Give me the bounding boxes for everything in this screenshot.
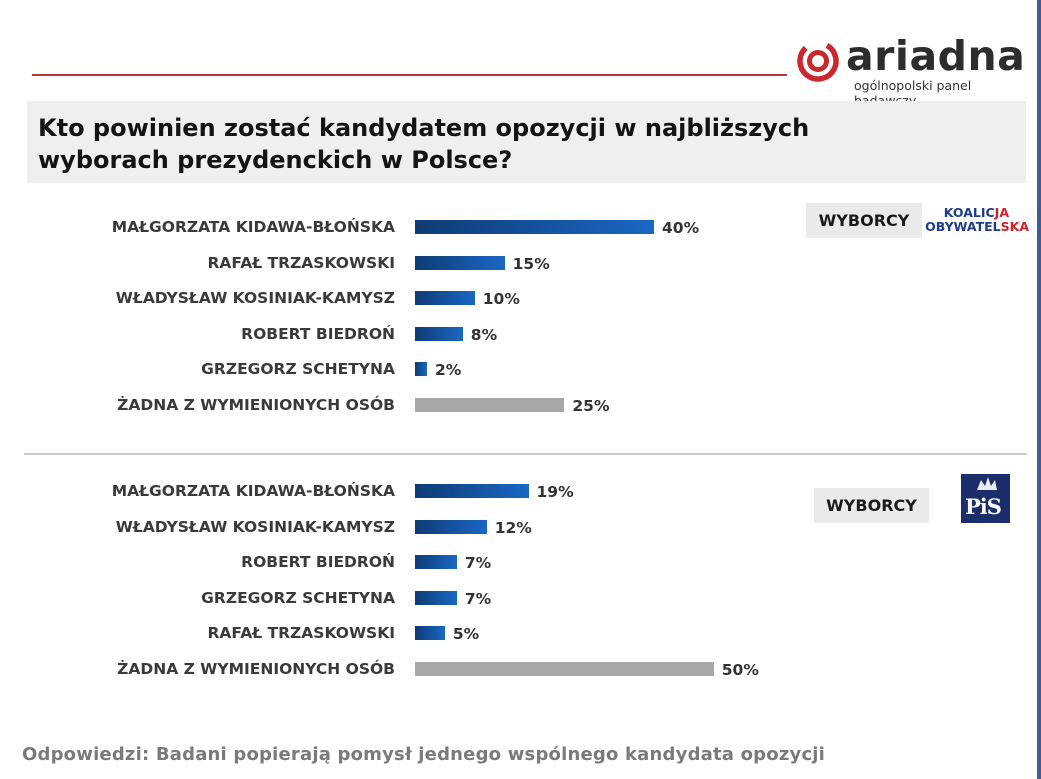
value-label: 12% bbox=[494, 519, 532, 537]
bar-none bbox=[415, 662, 714, 676]
category-label: WŁADYSŁAW KOSINIAK-KAMYSZ bbox=[115, 289, 395, 307]
voters-label-ko: WYBORCY bbox=[806, 203, 922, 238]
ko-logo-line1: KOALICJA bbox=[943, 205, 1009, 220]
question-box: Kto powinien zostać kandydatem opozycji … bbox=[27, 101, 1026, 183]
bar bbox=[415, 626, 445, 640]
category-label: ROBERT BIEDROŃ bbox=[241, 553, 395, 571]
category-label: ŻADNA Z WYMIENIONYCH OSÓB bbox=[117, 660, 395, 678]
question-title: Kto powinien zostać kandydatem opozycji … bbox=[38, 114, 810, 174]
category-label: MAŁGORZATA KIDAWA-BŁOŃSKA bbox=[111, 218, 395, 236]
eagle-icon bbox=[977, 477, 997, 490]
value-label: 15% bbox=[512, 255, 550, 273]
category-label: ŻADNA Z WYMIENIONYCH OSÓB bbox=[117, 396, 395, 414]
bar bbox=[415, 555, 457, 569]
ariadna-logo: ariadna ogólnopolski panel badawczy bbox=[796, 32, 1028, 108]
bar bbox=[415, 291, 475, 305]
category-label: GRZEGORZ SCHETYNA bbox=[201, 589, 395, 607]
value-label: 10% bbox=[482, 290, 520, 308]
category-label: RAFAŁ TRZASKOWSKI bbox=[207, 254, 395, 272]
value-label: 19% bbox=[536, 483, 574, 501]
pis-logo: PiS bbox=[961, 474, 1010, 523]
logo-wordmark: ariadna bbox=[846, 32, 1026, 80]
value-label: 8% bbox=[470, 326, 498, 344]
category-label: ROBERT BIEDROŃ bbox=[241, 325, 395, 343]
bar bbox=[415, 362, 427, 376]
bar bbox=[415, 484, 529, 498]
koalicja-obywatelska-logo: KOALICJA OBYWATELSKA bbox=[925, 206, 1029, 236]
value-label: 2% bbox=[434, 361, 462, 379]
bar-none bbox=[415, 398, 565, 412]
right-edge-band bbox=[1037, 0, 1041, 779]
category-label: GRZEGORZ SCHETYNA bbox=[201, 360, 395, 378]
bar bbox=[415, 591, 457, 605]
bar bbox=[415, 520, 487, 534]
header-rule bbox=[32, 74, 787, 76]
section-divider bbox=[24, 453, 1027, 455]
category-label: WŁADYSŁAW KOSINIAK-KAMYSZ bbox=[115, 518, 395, 536]
footer-note: Odpowiedzi: Badani popierają pomysł jedn… bbox=[22, 744, 826, 765]
ko-logo-line2: OBYWATELSKA bbox=[925, 219, 1029, 234]
value-label: 40% bbox=[662, 219, 700, 237]
voters-label-pis: WYBORCY bbox=[814, 488, 929, 523]
value-label: 7% bbox=[464, 554, 492, 572]
category-label: RAFAŁ TRZASKOWSKI bbox=[207, 624, 395, 642]
category-label: MAŁGORZATA KIDAWA-BŁOŃSKA bbox=[111, 482, 395, 500]
ariadna-logo-icon bbox=[797, 40, 839, 82]
bar bbox=[415, 256, 505, 270]
value-label: 5% bbox=[452, 625, 480, 643]
bar bbox=[415, 220, 654, 234]
value-label: 7% bbox=[464, 590, 492, 608]
bar bbox=[415, 327, 463, 341]
value-label: 50% bbox=[721, 661, 759, 679]
value-label: 25% bbox=[572, 397, 610, 415]
pis-logo-text: PiS bbox=[965, 494, 1002, 519]
